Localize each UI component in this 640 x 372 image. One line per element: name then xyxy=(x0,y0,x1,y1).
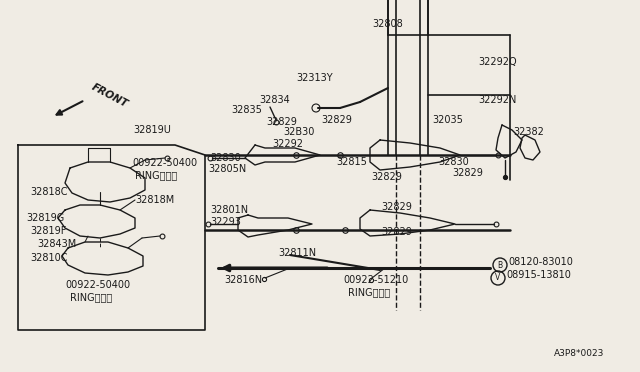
Text: 00922-51210: 00922-51210 xyxy=(343,275,408,285)
Text: 32829: 32829 xyxy=(371,172,402,182)
Text: 32811N: 32811N xyxy=(278,248,316,258)
Text: 32829: 32829 xyxy=(381,202,412,212)
Text: RINGリング: RINGリング xyxy=(135,170,177,180)
Text: 32830: 32830 xyxy=(438,157,468,167)
Text: 32293: 32293 xyxy=(210,217,241,227)
Text: RINGリング: RINGリング xyxy=(70,292,112,302)
Text: 32801N: 32801N xyxy=(210,205,248,215)
Text: 32819U: 32819U xyxy=(133,125,171,135)
Text: 32830: 32830 xyxy=(210,153,241,163)
Text: 32819G: 32819G xyxy=(26,213,64,223)
Text: 32808: 32808 xyxy=(372,19,403,29)
Text: 00922-50400: 00922-50400 xyxy=(65,280,130,290)
Text: 32829: 32829 xyxy=(452,168,483,178)
Text: 08915-13810: 08915-13810 xyxy=(506,270,571,280)
Text: 32819F: 32819F xyxy=(30,226,67,236)
Text: 32B30: 32B30 xyxy=(283,127,314,137)
Text: 32829: 32829 xyxy=(381,227,412,237)
Text: 32818C: 32818C xyxy=(30,187,67,197)
Text: 32292Q: 32292Q xyxy=(478,57,516,67)
Text: 32035: 32035 xyxy=(432,115,463,125)
Text: 32835: 32835 xyxy=(231,105,262,115)
Text: 32810C: 32810C xyxy=(30,253,67,263)
Text: 32818M: 32818M xyxy=(135,195,174,205)
Text: 32834: 32834 xyxy=(259,95,290,105)
Text: 32805N: 32805N xyxy=(208,164,246,174)
Text: FRONT: FRONT xyxy=(90,82,130,110)
Text: 00922-50400: 00922-50400 xyxy=(132,158,197,168)
Text: 32382: 32382 xyxy=(513,127,544,137)
Text: 32292: 32292 xyxy=(272,139,303,149)
Text: V: V xyxy=(495,273,500,282)
Text: 32815: 32815 xyxy=(336,157,367,167)
Text: RINGリング: RINGリング xyxy=(348,287,390,297)
Text: 32829: 32829 xyxy=(321,115,352,125)
Text: 08120-83010: 08120-83010 xyxy=(508,257,573,267)
Text: A3P8*0023: A3P8*0023 xyxy=(554,349,604,358)
Text: 32313Y: 32313Y xyxy=(296,73,333,83)
Text: 32829: 32829 xyxy=(266,117,297,127)
Text: 32816N: 32816N xyxy=(224,275,262,285)
Text: B: B xyxy=(497,260,502,269)
Text: 32292N: 32292N xyxy=(478,95,516,105)
Text: 32843M: 32843M xyxy=(37,239,76,249)
